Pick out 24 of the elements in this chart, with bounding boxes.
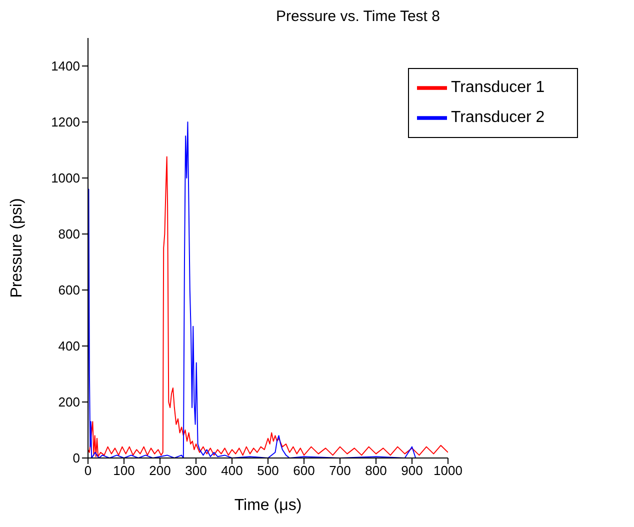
y-tick-label: 0 <box>72 450 80 466</box>
x-tick-label: 400 <box>221 463 243 478</box>
y-tick-label: 1400 <box>51 58 80 74</box>
x-tick-label: 300 <box>185 463 207 478</box>
x-tick-label: 900 <box>401 463 423 478</box>
x-tick-label: 600 <box>293 463 315 478</box>
y-axis-title: Pressure (psi) <box>8 198 26 298</box>
legend-label: Transducer 1 <box>451 79 545 96</box>
x-tick-label: 0 <box>84 463 92 478</box>
legend-label: Transducer 2 <box>451 109 545 126</box>
x-tick-label: 200 <box>149 463 171 478</box>
x-tick-label: 800 <box>365 463 387 478</box>
y-tick-label: 600 <box>58 282 80 298</box>
y-tick-label: 800 <box>58 226 80 242</box>
x-tick-label: 500 <box>257 463 279 478</box>
x-tick-label: 1000 <box>434 463 462 478</box>
x-tick-label: 100 <box>113 463 135 478</box>
y-tick-label: 200 <box>58 394 80 410</box>
y-tick-label: 1000 <box>51 170 80 186</box>
y-tick-label: 400 <box>58 338 80 354</box>
x-axis-title: Time (μs) <box>234 497 302 514</box>
y-tick-label: 1200 <box>51 114 80 130</box>
chart-title: Pressure vs. Time Test 8 <box>275 8 441 25</box>
x-tick-label: 700 <box>329 463 351 478</box>
